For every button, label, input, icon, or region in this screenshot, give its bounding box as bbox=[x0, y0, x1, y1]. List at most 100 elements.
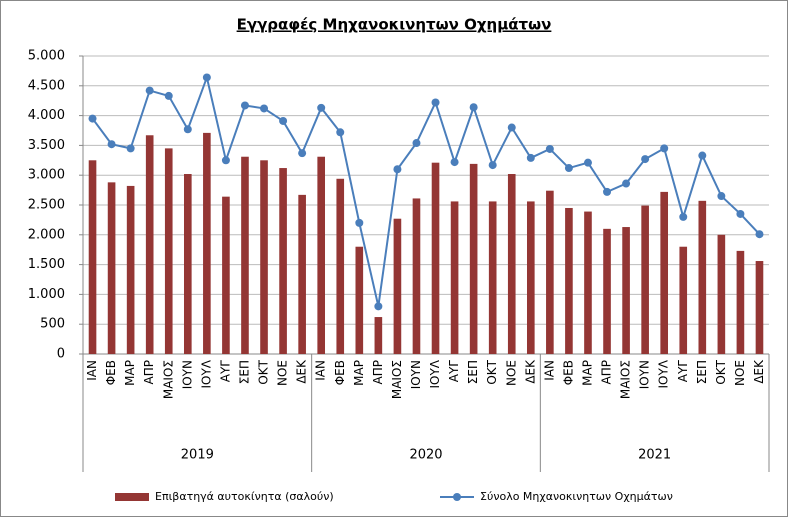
bar bbox=[469, 163, 478, 354]
line-marker bbox=[603, 187, 612, 196]
x-tick-label: ΑΠΡ bbox=[371, 360, 385, 384]
line-marker bbox=[336, 128, 345, 137]
y-tick-label: 3.500 bbox=[28, 138, 65, 153]
x-tick-label: ΣΕΠ bbox=[695, 360, 709, 384]
x-tick-label: ΝΟΕ bbox=[504, 360, 518, 386]
bar bbox=[603, 228, 611, 354]
x-tick-label: ΦΕΒ bbox=[561, 360, 575, 385]
y-tick-label: 2.000 bbox=[28, 227, 65, 242]
line-marker bbox=[660, 144, 669, 153]
y-tick-label: 4.000 bbox=[28, 108, 65, 123]
line-marker bbox=[107, 140, 116, 149]
bar bbox=[698, 200, 707, 354]
x-tick-label: ΙΟΥΛ bbox=[199, 359, 213, 388]
line-marker bbox=[717, 192, 726, 201]
x-tick-label: ΦΕΒ bbox=[104, 360, 118, 385]
x-tick-label: ΑΠΡ bbox=[142, 360, 156, 384]
bar bbox=[203, 132, 211, 354]
x-tick-label: ΔΕΚ bbox=[752, 359, 766, 384]
bar bbox=[526, 201, 535, 354]
line-marker bbox=[145, 86, 154, 95]
x-tick-label: ΜΑΡ bbox=[580, 360, 594, 386]
y-tick-label: 1.500 bbox=[28, 257, 65, 272]
chart-title: Εγγραφές Μηχανοκινητων Οχημάτων bbox=[237, 16, 552, 34]
x-tick-label: ΔΕΚ bbox=[523, 359, 537, 384]
line-marker bbox=[126, 144, 135, 153]
y-tick-label: 1.000 bbox=[28, 287, 65, 302]
line-marker bbox=[526, 153, 535, 162]
line-marker bbox=[279, 116, 288, 125]
bar bbox=[126, 185, 135, 354]
x-tick-label: ΙΟΥΛ bbox=[657, 359, 671, 388]
line-marker bbox=[183, 125, 192, 134]
bar bbox=[736, 250, 745, 354]
x-tick-label: ΙΟΥΝ bbox=[409, 360, 423, 389]
x-tick-label: ΜΑΙΟΣ bbox=[390, 360, 404, 399]
line-marker bbox=[583, 158, 592, 167]
x-tick-label: ΣΕΠ bbox=[466, 360, 480, 384]
x-tick-label: ΑΥΓ bbox=[218, 360, 232, 383]
x-tick-label: ΝΟΕ bbox=[733, 360, 747, 386]
x-tick-label: ΙΟΥΝ bbox=[180, 360, 194, 389]
x-tick-label: ΑΥΓ bbox=[676, 360, 690, 383]
line-marker bbox=[240, 101, 249, 110]
x-tick-label: ΟΚΤ bbox=[257, 359, 271, 384]
x-tick-label: ΑΥΓ bbox=[447, 360, 461, 383]
line-marker bbox=[431, 98, 440, 107]
bar bbox=[507, 174, 516, 354]
line-marker bbox=[164, 91, 173, 100]
line-marker bbox=[202, 73, 211, 82]
x-tick-label: ΙΟΥΝ bbox=[638, 360, 652, 389]
y-tick-label: 3.000 bbox=[28, 168, 65, 183]
line-marker bbox=[317, 103, 326, 112]
legend-swatch bbox=[453, 493, 461, 501]
line-marker bbox=[469, 103, 478, 112]
x-tick-label: ΜΑΙΟΣ bbox=[619, 360, 633, 399]
bar bbox=[641, 205, 649, 354]
bar bbox=[241, 156, 249, 354]
line-marker bbox=[355, 218, 364, 227]
bar bbox=[412, 198, 421, 354]
x-tick-label: ΙΑΝ bbox=[314, 360, 328, 381]
bar bbox=[374, 317, 383, 354]
bar bbox=[565, 207, 573, 354]
x-tick-label: ΟΚΤ bbox=[714, 359, 728, 384]
y-tick-label: 4.500 bbox=[28, 78, 65, 93]
bar bbox=[260, 160, 268, 354]
bar bbox=[183, 174, 192, 354]
bar bbox=[717, 234, 726, 354]
bar bbox=[622, 227, 630, 354]
group-label: 2019 bbox=[181, 448, 214, 463]
bar bbox=[584, 211, 592, 354]
line-marker bbox=[564, 164, 573, 173]
line-marker bbox=[88, 114, 97, 123]
bar bbox=[488, 201, 497, 354]
group-label: 2020 bbox=[409, 448, 442, 463]
bar bbox=[88, 160, 97, 354]
line-marker bbox=[736, 209, 745, 218]
bar bbox=[431, 162, 440, 354]
line-marker bbox=[374, 302, 383, 311]
x-tick-label: ΜΑΙΟΣ bbox=[161, 360, 175, 399]
bar bbox=[660, 191, 669, 354]
line-marker bbox=[507, 123, 516, 132]
x-tick-label: ΟΚΤ bbox=[485, 359, 499, 384]
y-tick-label: 500 bbox=[40, 317, 65, 332]
line-marker bbox=[622, 179, 631, 188]
bar bbox=[355, 246, 364, 354]
line-marker bbox=[221, 156, 230, 165]
bar bbox=[107, 182, 116, 354]
line-marker bbox=[298, 149, 307, 158]
bar bbox=[679, 246, 688, 354]
bar bbox=[317, 156, 326, 354]
group-label: 2021 bbox=[638, 448, 671, 463]
bar bbox=[164, 148, 173, 354]
x-tick-label: ΙΑΝ bbox=[85, 360, 99, 381]
legend-swatch bbox=[115, 493, 149, 501]
bar bbox=[336, 178, 345, 354]
y-tick-label: 0 bbox=[57, 347, 65, 362]
x-tick-label: ΙΟΥΛ bbox=[428, 359, 442, 388]
line-marker bbox=[679, 212, 688, 221]
bar bbox=[450, 201, 459, 354]
